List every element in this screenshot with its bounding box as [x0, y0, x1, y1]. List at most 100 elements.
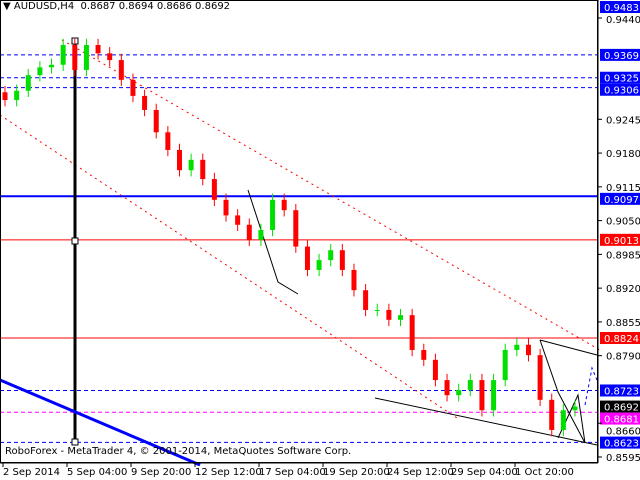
candle-body: [49, 64, 55, 68]
candle-body: [83, 45, 89, 70]
forecast-path: [539, 339, 586, 444]
x-tick-label: 29 Sep 04:00: [451, 467, 518, 478]
candle-body: [328, 250, 334, 261]
x-tick-label: 2 Sep 2014: [3, 467, 60, 478]
candle-body: [142, 95, 148, 110]
candle-body: [72, 45, 78, 70]
y-tick-label: 0.9180: [606, 149, 640, 160]
marker-square: [71, 237, 79, 245]
candle-body: [60, 45, 66, 65]
price-label: 0.8681: [604, 415, 639, 426]
price-label-box: [600, 412, 640, 425]
candle-body: [525, 344, 531, 356]
candle-body: [316, 260, 322, 270]
candle-body: [153, 109, 159, 133]
symbol-label: AUDUSD,H4: [13, 1, 75, 12]
wedge-lower: [374, 397, 598, 446]
time-axis: 2 Sep 2014 5 Sep 04:00 9 Sep 20:00 12 Sep 1…: [0, 462, 598, 478]
candle-body: [2, 92, 8, 101]
candle-body: [560, 410, 566, 430]
price-label: 0.9097: [604, 195, 639, 206]
candle-body: [37, 67, 43, 76]
candle-body: [386, 309, 392, 320]
x-tick-label: 24 Sep 12:00: [387, 467, 454, 478]
candle-body: [246, 224, 252, 240]
y-tick-label: 0.9440: [606, 15, 640, 26]
price-label: 0.9325: [604, 74, 639, 85]
candle-body: [304, 246, 310, 270]
candle-body: [491, 380, 497, 411]
chart-drawings: [0, 37, 601, 467]
candle-body: [270, 199, 276, 230]
candle-body: [409, 315, 415, 350]
y-tick-label: 0.9050: [606, 217, 640, 228]
x-tick-label: 1 Oct 20:00: [515, 467, 574, 478]
candle-body: [479, 380, 485, 411]
y-tick-label: 0.8920: [606, 284, 640, 295]
candle-body: [421, 349, 427, 360]
price-levels: [0, 54, 598, 443]
y-tick-label: 0.9115: [606, 183, 640, 194]
candles: [2, 38, 578, 437]
price-label-box: [600, 332, 640, 345]
candle-body: [456, 389, 462, 396]
price-label-box: [600, 233, 640, 246]
candle-body: [281, 199, 287, 211]
candle-body: [444, 380, 450, 396]
candle-body: [398, 315, 404, 320]
price-label: 0.9306: [604, 86, 639, 97]
candle-body: [351, 269, 357, 291]
price-label-box: [600, 83, 640, 96]
price-label: 0.9369: [604, 51, 639, 62]
price-label-box: [600, 48, 640, 61]
candle-body: [572, 406, 578, 411]
channel-upper: [61, 39, 601, 351]
price-label: 0.8692: [604, 403, 639, 414]
ohlc-values: 0.8687 0.8694 0.8686 0.8692: [80, 1, 231, 12]
y-tick-label: 0.9245: [606, 115, 640, 126]
candle-body: [235, 215, 241, 225]
candle-body: [258, 229, 264, 240]
x-tick-label: 12 Sep 12:00: [195, 467, 262, 478]
price-label-box: [600, 400, 640, 413]
y-tick-label: 0.8660: [606, 427, 640, 438]
channel-middle: [0, 114, 461, 421]
chart-header: ▼ AUDUSD,H4 0.8687 0.8694 0.8686 0.8692: [3, 1, 230, 12]
candle-body: [432, 359, 438, 381]
trend-line-blue: [0, 378, 201, 467]
y-tick-label: 0.8985: [606, 250, 640, 261]
price-label-box: [600, 384, 640, 397]
price-label-box: [600, 192, 640, 205]
candle-body: [188, 159, 194, 171]
copyright-text: RoboForex - MetaTrader 4, © 2001-2014, M…: [5, 446, 352, 457]
candle-body: [467, 380, 473, 390]
y-tick-label: 0.8790: [606, 352, 640, 363]
collapse-triangle-icon[interactable]: ▼: [3, 1, 11, 12]
price-label: 0.8723: [604, 386, 639, 397]
candle-body: [176, 149, 182, 171]
candle-body: [293, 210, 299, 247]
candle-body: [502, 349, 508, 381]
price-label-box: [600, 436, 640, 449]
candle-body: [363, 290, 369, 310]
price-label: 0.8623: [604, 439, 639, 450]
candle-body: [165, 132, 171, 150]
candle-body: [14, 90, 20, 101]
x-tick-label: 5 Sep 04:00: [67, 467, 127, 478]
x-tick-label: 9 Sep 20:00: [131, 467, 191, 478]
candle-body: [374, 309, 380, 311]
wedge-upper: [539, 339, 598, 356]
forecast-path: [247, 189, 299, 295]
y-tick-label: 0.8855: [606, 318, 640, 329]
x-tick-label: 19 Sep 20:00: [323, 467, 390, 478]
price-label-box: [600, 71, 640, 84]
candle-body: [339, 250, 345, 270]
candle-body: [514, 344, 520, 350]
candle-body: [211, 179, 217, 200]
candle-body: [25, 75, 31, 91]
candle-body: [223, 199, 229, 216]
price-label: 0.9013: [604, 236, 639, 247]
y-tick-label: 0.8595: [606, 453, 640, 464]
